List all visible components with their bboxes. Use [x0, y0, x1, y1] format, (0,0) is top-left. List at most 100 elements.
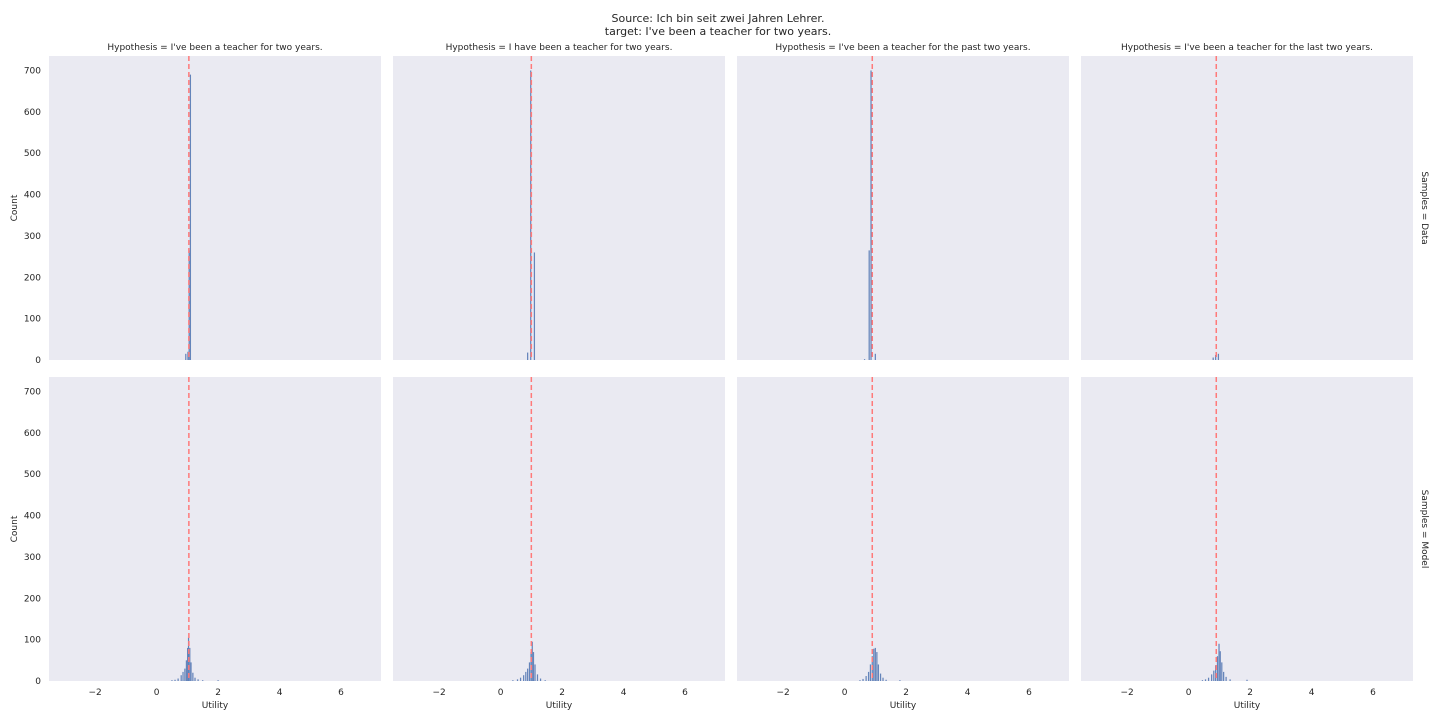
x-tick-label: 4 — [965, 688, 971, 698]
histogram-bar — [874, 647, 876, 681]
panel-background — [49, 377, 381, 681]
x-axis-label: Utility — [202, 701, 229, 711]
histogram-bar — [1219, 651, 1221, 681]
panel-background — [737, 56, 1069, 360]
histogram-bar — [1207, 677, 1210, 681]
histogram-bar — [527, 352, 529, 360]
x-tick-label: 6 — [338, 688, 344, 698]
histogram-bar — [539, 678, 542, 681]
facet-panel: −2 0 2 4 6 Utility — [737, 377, 1069, 711]
x-tick-label: 4 — [1309, 688, 1315, 698]
histogram-bar — [184, 668, 186, 681]
histogram-bar — [876, 652, 878, 681]
histogram-bar — [512, 680, 514, 681]
histogram-bar — [536, 674, 539, 681]
histogram-bar — [1211, 674, 1213, 681]
y-tick-label: 700 — [24, 387, 41, 397]
x-tick-label: 4 — [621, 688, 627, 698]
histogram-bar — [192, 672, 194, 681]
histogram-bar — [525, 671, 527, 681]
histogram-bar — [865, 676, 867, 681]
y-tick-label: 0 — [35, 677, 41, 687]
x-tick-label: 0 — [842, 688, 848, 698]
histogram-bar — [516, 679, 519, 681]
y-tick-label: 400 — [24, 191, 41, 201]
facet-panels: Hypothesis = I've been a teacher for two… — [10, 43, 1429, 711]
x-axis-label: Utility — [1234, 701, 1261, 711]
y-tick-label: 500 — [24, 149, 41, 159]
histogram-bar — [197, 679, 199, 681]
histogram-bar — [187, 351, 189, 360]
histogram-bar — [190, 662, 192, 681]
histogram-bar — [877, 664, 880, 681]
histogram-bar — [874, 353, 876, 360]
histogram-bar — [863, 359, 866, 360]
facet-title: Hypothesis = I've been a teacher for the… — [1121, 43, 1373, 53]
panel-background — [393, 56, 725, 360]
histogram-bar — [171, 680, 173, 681]
histogram-bar — [868, 250, 870, 360]
facet-panel: Hypothesis = I have been a teacher for t… — [393, 43, 725, 360]
y-axis-label: Count — [10, 515, 20, 542]
x-tick-label: 0 — [1186, 688, 1192, 698]
y-tick-label: 300 — [24, 553, 41, 563]
histogram-bar — [1225, 676, 1227, 681]
facet-panel: Hypothesis = I've been a teacher for the… — [737, 43, 1069, 360]
y-tick-label: 100 — [24, 636, 41, 646]
histogram-bar — [519, 677, 522, 681]
histogram-bar — [185, 660, 188, 681]
facet-title: Hypothesis = I've been a teacher for two… — [107, 43, 322, 53]
histogram-bar — [189, 647, 191, 681]
y-tick-label: 600 — [24, 108, 41, 118]
histogram-bar — [1221, 662, 1223, 681]
row-label: Samples = Data — [1419, 171, 1429, 244]
histogram-bar — [1213, 670, 1215, 681]
x-axis-label: Utility — [890, 701, 917, 711]
y-tick-label: 500 — [24, 470, 41, 480]
histogram-bar — [1212, 357, 1214, 360]
histogram-bar — [869, 664, 872, 681]
panel-background — [49, 56, 381, 360]
x-tick-label: −2 — [432, 688, 445, 698]
y-tick-label: 100 — [24, 315, 41, 325]
y-axis-label: Count — [10, 194, 20, 221]
facet-panel: Hypothesis = I've been a teacher for the… — [1081, 43, 1429, 360]
x-axis-label: Utility — [546, 701, 573, 711]
x-tick-label: 2 — [1247, 688, 1253, 698]
facet-title: Hypothesis = I've been a teacher for the… — [775, 43, 1030, 53]
histogram-bar — [899, 680, 901, 681]
panel-background — [1081, 377, 1413, 681]
facet-panel: 0 100 200 300 400 500 600 700 Count −2 0 2 4 6 Utility — [10, 377, 381, 711]
histogram-bar — [194, 677, 196, 681]
facet-title: Hypothesis = I have been a teacher for t… — [446, 43, 673, 53]
histogram-bar — [185, 353, 187, 360]
histogram-bar — [1229, 679, 1231, 681]
histogram-bar — [1246, 679, 1248, 681]
facet-panel: −2 0 2 4 6 Utility Samples = Model — [1081, 377, 1429, 711]
y-tick-label: 700 — [24, 66, 41, 76]
histogram-bar — [862, 678, 864, 681]
x-tick-label: 6 — [1026, 688, 1032, 698]
histogram-bar — [528, 662, 531, 681]
y-tick-label: 200 — [24, 273, 41, 283]
suptitle-line-2: target: I've been a teacher for two year… — [605, 25, 831, 38]
y-tick-label: 0 — [35, 356, 41, 366]
suptitle-line-1: Source: Ich bin seit zwei Jahren Lehrer. — [612, 12, 825, 25]
y-tick-label: 300 — [24, 232, 41, 242]
histogram-bar — [1201, 680, 1204, 681]
x-tick-label: 0 — [498, 688, 504, 698]
histogram-bar — [1218, 643, 1220, 681]
histogram-bar — [544, 680, 546, 681]
histogram-bar — [534, 664, 536, 681]
x-tick-label: 0 — [154, 688, 160, 698]
y-tick-label: 600 — [24, 429, 41, 439]
histogram-bar — [523, 675, 525, 681]
x-tick-label: 6 — [1370, 688, 1376, 698]
facet-panel: −2 0 2 4 6 Utility — [393, 377, 725, 711]
y-tick-label: 200 — [24, 594, 41, 604]
histogram-bar — [882, 677, 884, 681]
x-tick-label: −2 — [1120, 688, 1133, 698]
histogram-bar — [174, 679, 176, 681]
